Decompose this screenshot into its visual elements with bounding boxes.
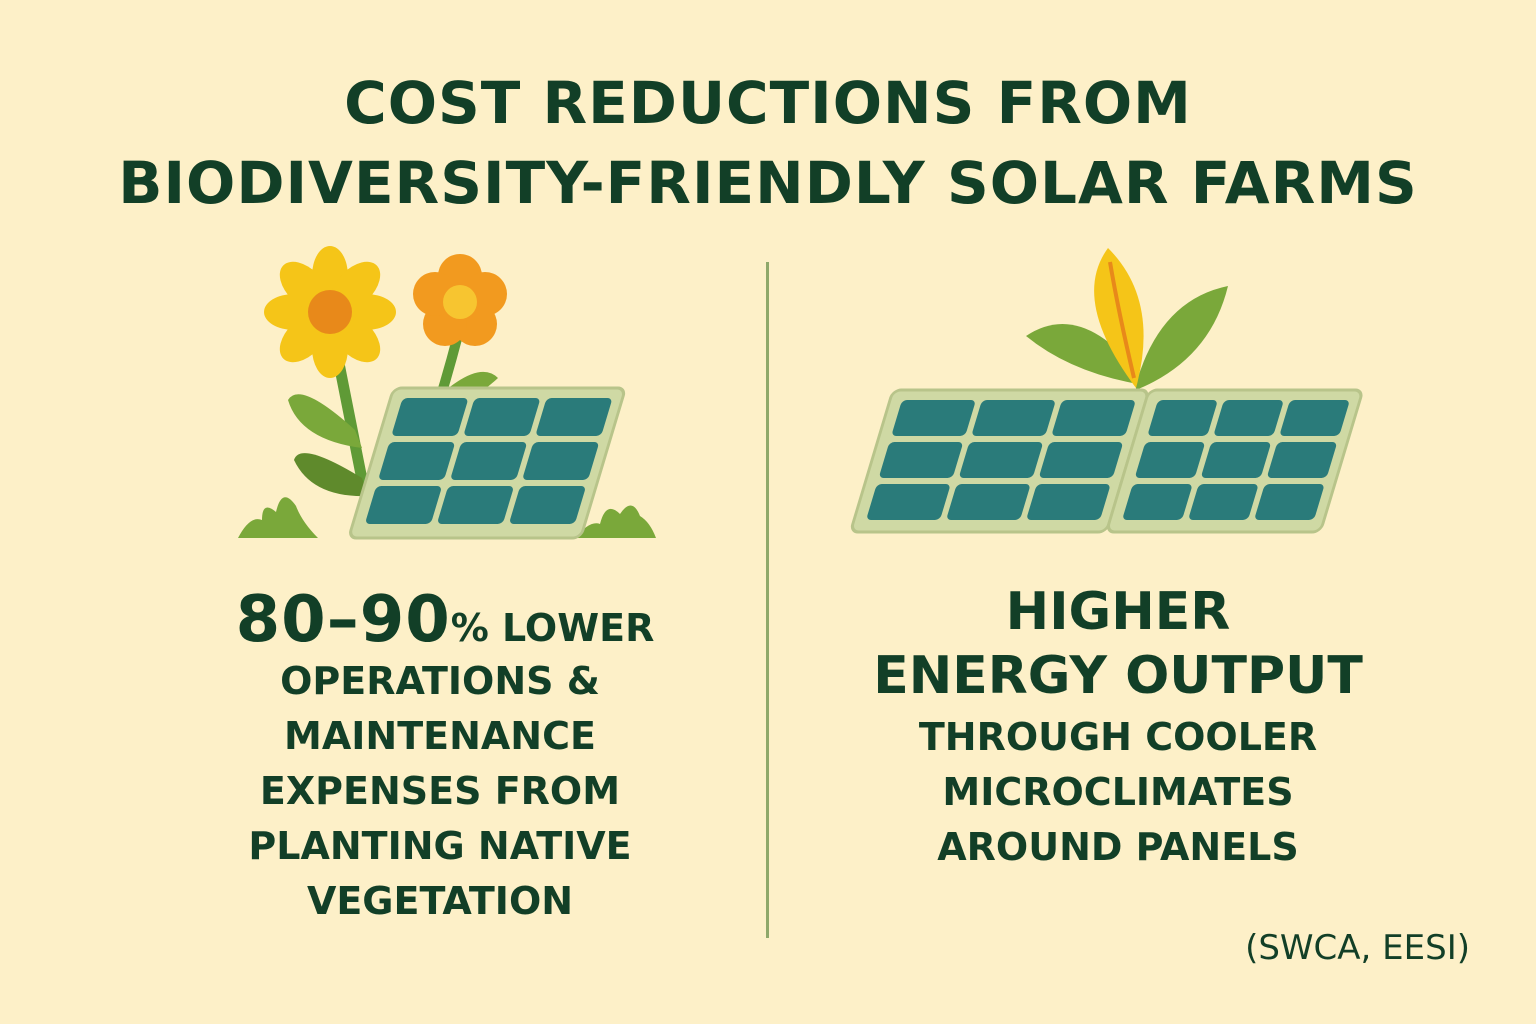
leaf-yellow-vein [1108, 261, 1136, 379]
right-description-line: THROUGH COOLER [918, 715, 1318, 759]
right-headline-line: ENERGY OUTPUT [873, 646, 1363, 706]
left-description-line: VEGETATION [306, 879, 574, 923]
right-stat-description: THROUGH COOLER MICROCLIMATES AROUND PANE… [818, 710, 1418, 875]
right-description-line: MICROCLIMATES [942, 770, 1294, 814]
flower-yellow [264, 246, 396, 378]
center-divider [766, 262, 769, 938]
leaf-green-right [1136, 286, 1228, 390]
flowers-solar-panel-icon [238, 246, 656, 540]
page-title-line-2: BIODIVERSITY-FRIENDLY SOLAR FARMS [118, 149, 1418, 217]
grass-left [238, 497, 318, 538]
left-description-line: MAINTENANCE [284, 714, 596, 758]
left-description-line: PLANTING NATIVE [248, 824, 632, 868]
leaf-left-1 [288, 394, 362, 448]
grass-right [575, 505, 656, 538]
solar-panel-right-1 [850, 388, 1149, 534]
stat-suffix: % LOWER [450, 606, 655, 650]
left-stat-description: OPERATIONS & MAINTENANCE EXPENSES FROM P… [180, 654, 700, 929]
source-citation: (SWCA, EESI) [1245, 928, 1470, 968]
flower-orange [413, 254, 507, 346]
leaf-left-2 [294, 453, 368, 497]
right-description-line: AROUND PANELS [937, 825, 1299, 869]
page-title-line-1: COST REDUCTIONS FROM [344, 69, 1192, 137]
solar-panel-left [349, 386, 626, 540]
leaf-green-left [1026, 324, 1138, 384]
right-headline-line: HIGHER [1005, 582, 1231, 642]
left-description-line: EXPENSES FROM [259, 769, 621, 813]
right-stat-headline: HIGHER ENERGY OUTPUT [818, 580, 1418, 708]
solar-panel-right-2 [1106, 388, 1363, 534]
stat-number: 80–90 [235, 583, 451, 657]
leaves-solar-panels-icon [850, 248, 1363, 534]
left-stat-headline: 80–90% LOWER [160, 585, 730, 671]
left-description-line: OPERATIONS & [280, 659, 600, 703]
